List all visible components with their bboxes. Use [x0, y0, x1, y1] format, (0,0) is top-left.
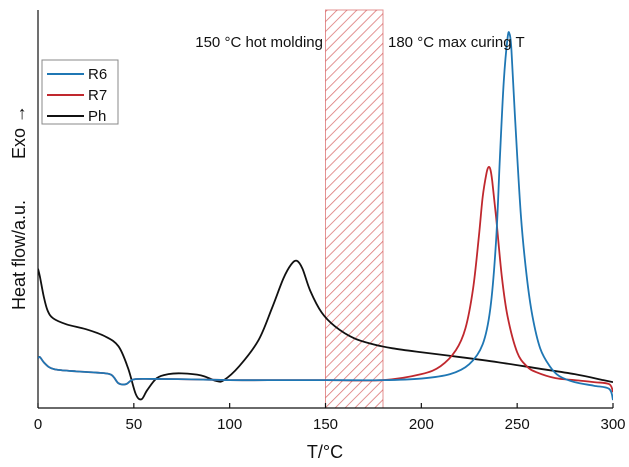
series-line-ph — [38, 259, 613, 401]
legend-label-ph: Ph — [88, 108, 106, 125]
legend-label-r6: R6 — [88, 66, 107, 83]
legend-label-r7: R7 — [88, 87, 107, 104]
x-tick-label-100: 100 — [217, 416, 242, 433]
legend: R6 R7 Ph — [41, 59, 119, 125]
x-tick-label-150: 150 — [313, 416, 338, 433]
series-line-r6 — [38, 31, 613, 401]
x-tick-label-200: 200 — [409, 416, 434, 433]
legend-box — [41, 59, 119, 125]
x-tick-label-0: 0 — [34, 416, 42, 433]
shaded-region-hot-molding-to-curing — [325, 9, 384, 409]
y-axis-title: Heat flow/a.u. — [9, 200, 29, 310]
x-tick-label-50: 50 — [125, 416, 142, 433]
y-axis-exo-label: Exo → — [9, 105, 29, 159]
annotation-max-curing: 180 °C max curing T — [388, 34, 525, 51]
x-tick-label-250: 250 — [505, 416, 530, 433]
x-tick-label-300: 300 — [600, 416, 625, 433]
annotation-hot-molding: 150 °C hot molding — [195, 34, 323, 51]
x-axis-title: T/°C — [307, 442, 343, 462]
